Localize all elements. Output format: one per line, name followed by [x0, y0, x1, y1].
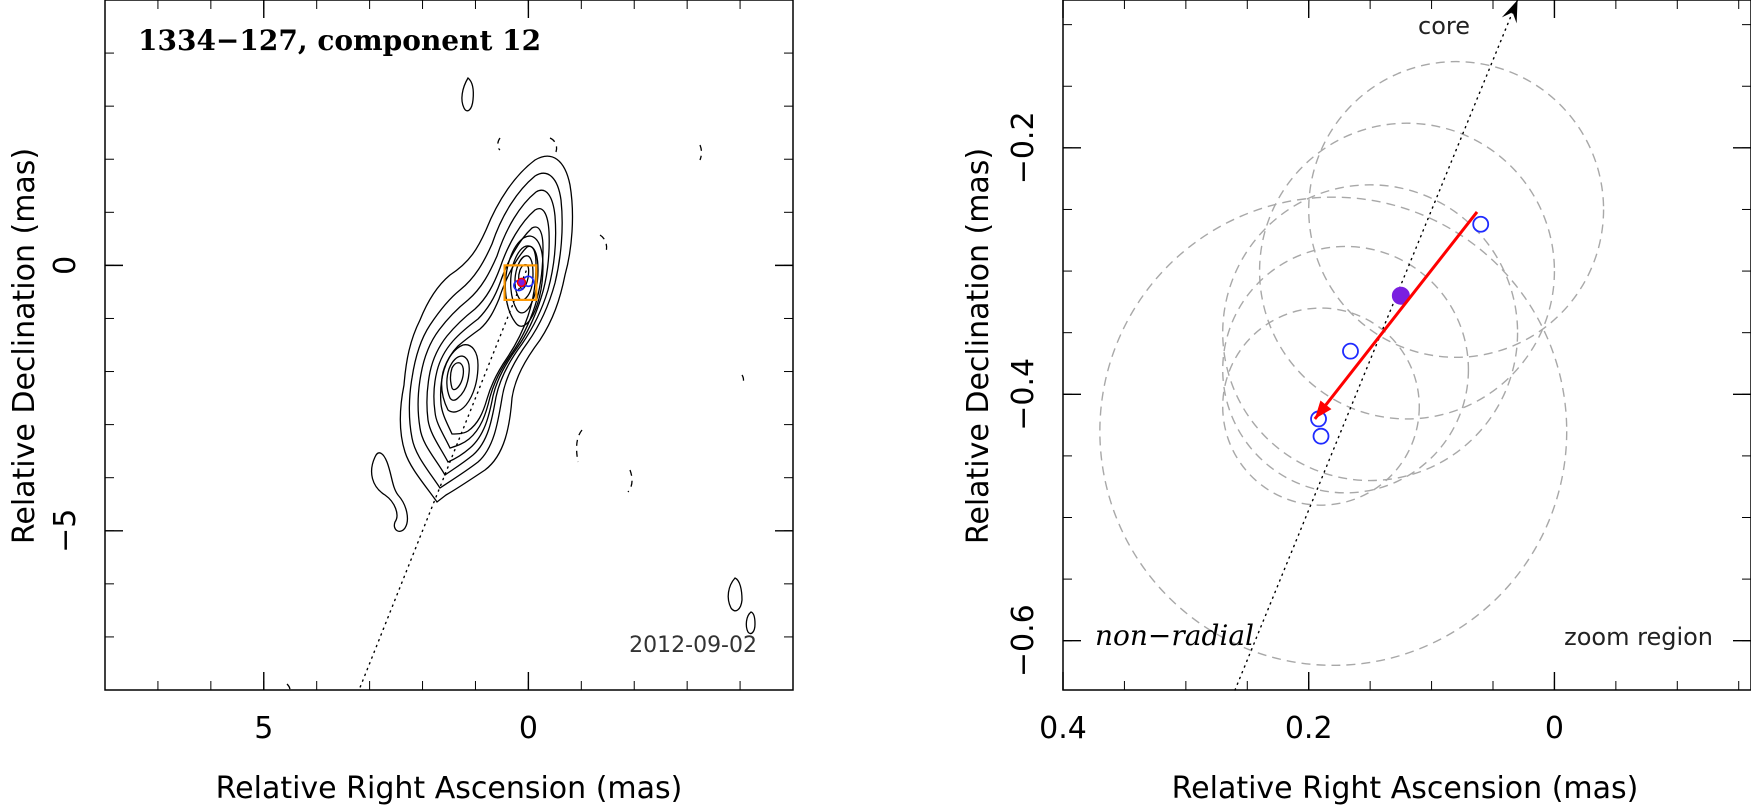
contour-level — [408, 172, 563, 489]
contour-negative — [741, 374, 745, 386]
beam-circle — [1222, 307, 1420, 506]
y-axis-label: Relative Declination (mas) — [961, 148, 996, 544]
left-axis-ticks: 5 0 0 −5 — [48, 0, 794, 746]
x-tick-label: 0 — [1545, 711, 1564, 746]
core-label: core — [1418, 12, 1470, 40]
velocity-vector-line — [1313, 211, 1479, 420]
component-position-open — [1472, 215, 1490, 233]
component-position-open — [1312, 427, 1330, 445]
y-tick-label: −0.2 — [1006, 111, 1041, 184]
beam-circle — [1258, 122, 1556, 420]
velocity-vector — [1313, 211, 1479, 420]
contour-level — [399, 155, 574, 503]
contour-level — [461, 77, 474, 112]
right-axis-ticks: 0.4 0.2 0 −0.2 −0.4 −0.6 — [1006, 0, 1751, 746]
velocity-arrowhead — [1314, 400, 1332, 419]
epoch-label: 2012-09-02 — [629, 633, 757, 658]
contour-level — [371, 452, 409, 532]
component-positions — [1310, 215, 1490, 445]
y-axis-label: Relative Declination (mas) — [7, 148, 42, 544]
zoom-region-box — [503, 264, 538, 301]
plot-title: 1334−127, component 12 — [138, 24, 541, 57]
right-plot-frame — [1062, 0, 1751, 691]
core-arrowhead — [1501, 0, 1518, 24]
beam-circle — [1222, 245, 1470, 494]
x-axis-label: Relative Right Ascension (mas) — [1172, 771, 1639, 806]
contour-level — [417, 189, 557, 476]
x-tick-label: 0 — [519, 711, 538, 746]
component-position-open — [1342, 342, 1359, 360]
contour-level — [504, 235, 544, 327]
contour-level — [433, 226, 544, 449]
contour-level — [441, 344, 479, 413]
contour-negative — [599, 234, 608, 253]
core-direction-line — [1234, 0, 1519, 691]
contour-negative — [286, 683, 291, 691]
x-tick-label: 0.2 — [1285, 711, 1333, 746]
x-axis-label: Relative Right Ascension (mas) — [216, 771, 683, 806]
contour-negative — [497, 137, 501, 151]
contour-level — [449, 362, 465, 391]
beam-circle — [1308, 60, 1605, 359]
x-tick-label: 0.4 — [1039, 711, 1087, 746]
component-markers — [513, 275, 535, 292]
contour-map — [286, 77, 756, 691]
beam-circle — [1222, 184, 1519, 482]
motion-type-label: non−radial — [1095, 619, 1254, 652]
component-marker-filled — [516, 277, 527, 288]
contour-negative — [549, 137, 558, 153]
left-panel: 5 00−5 1334−127, component 12 2012-09-02 … — [7, 0, 794, 806]
left-plot-frame — [104, 0, 794, 691]
contour-level — [510, 245, 539, 314]
contour-level — [446, 355, 470, 401]
contour-level — [745, 611, 756, 635]
y-tick-label: −5 — [48, 509, 83, 553]
contour-negative — [575, 429, 583, 463]
y-tick-label: 0 — [48, 256, 83, 275]
zoom-region-label: zoom region — [1564, 623, 1713, 651]
y-tick-label: −0.6 — [1006, 604, 1041, 677]
beam-circles — [1099, 60, 1605, 667]
x-tick-label: 5 — [254, 711, 273, 746]
contour-negative — [699, 144, 703, 161]
y-tick-label: −0.4 — [1006, 358, 1041, 431]
contour-level — [727, 577, 743, 612]
contour-level — [426, 208, 550, 463]
beam-circle — [1099, 196, 1568, 667]
core-direction-line — [358, 264, 530, 691]
right-panel: 0.4 0.2 0 −0.2 −0.4 −0.6 core non−radial zoom… — [961, 0, 1751, 806]
contour-negative — [627, 469, 633, 493]
contour-level — [514, 255, 534, 301]
component-position-mean — [1391, 286, 1410, 305]
